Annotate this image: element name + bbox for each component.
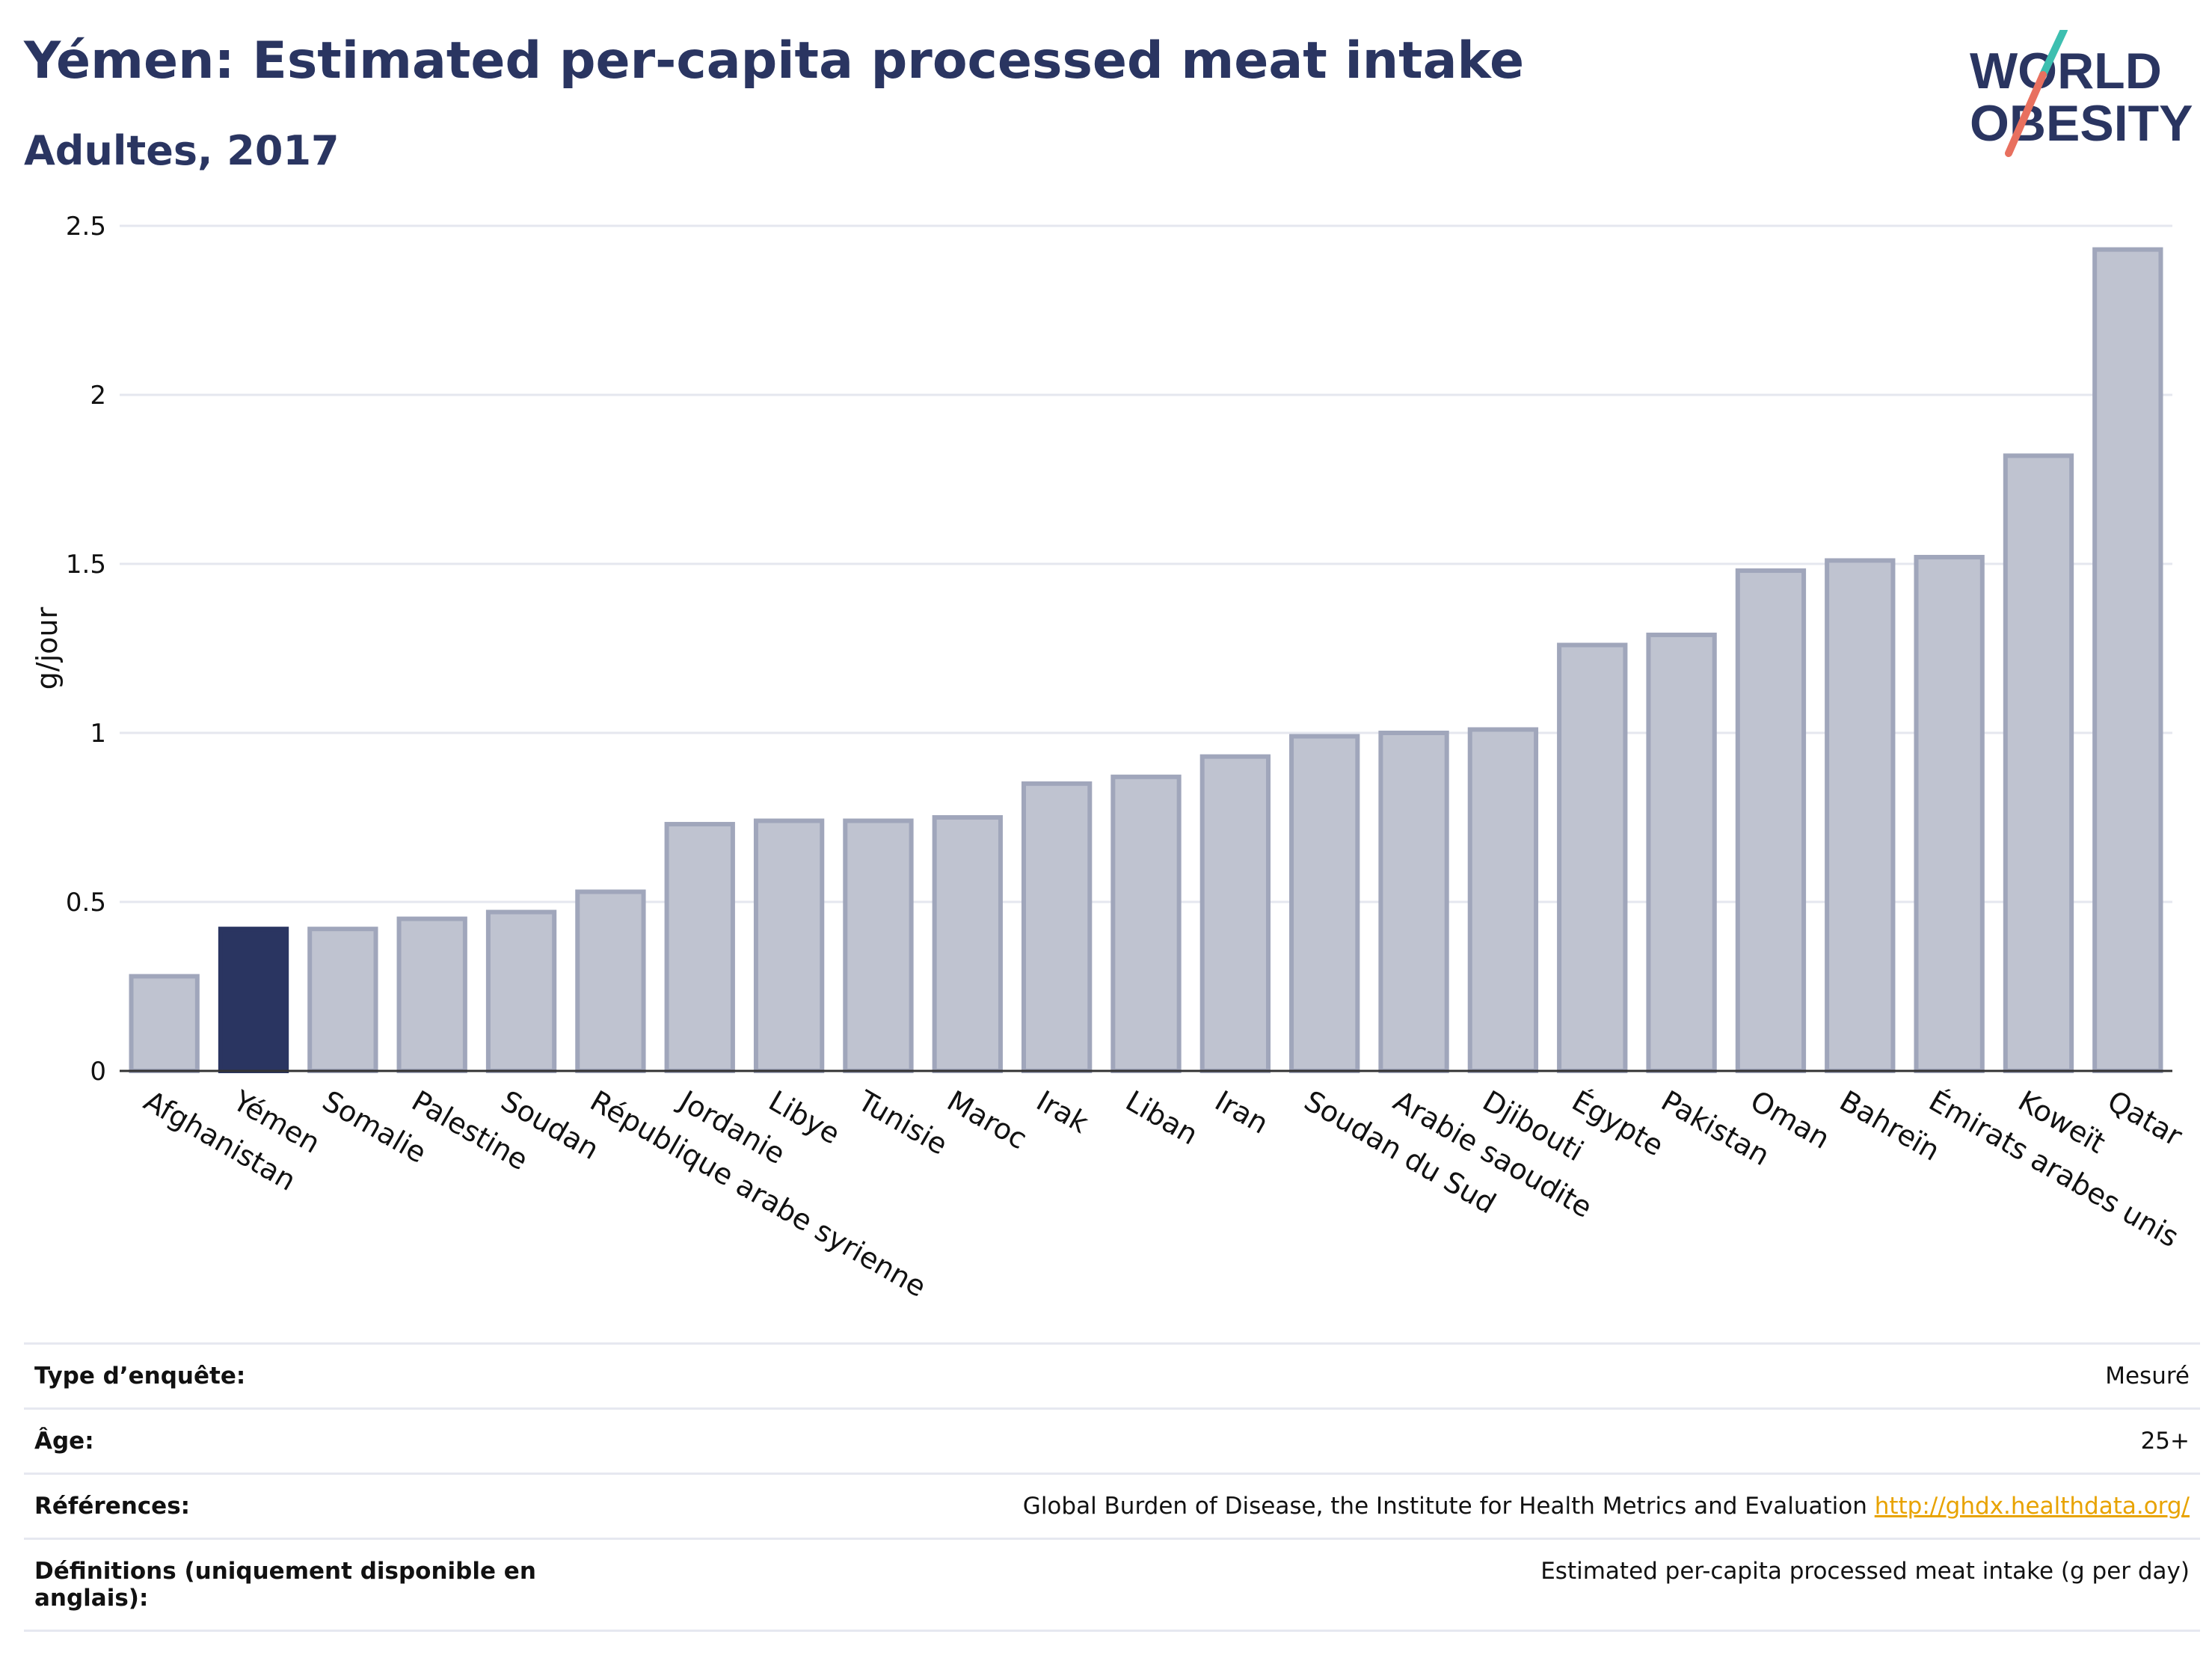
meta-row-survey-type: Type d’enquête: Mesuré bbox=[24, 1342, 2200, 1409]
bar-5 bbox=[575, 889, 646, 1073]
meta-value: Estimated per-capita processed meat inta… bbox=[553, 1538, 2200, 1632]
bar-11 bbox=[1110, 774, 1182, 1073]
meta-key: Type d’enquête: bbox=[24, 1342, 553, 1409]
meta-key: Références: bbox=[24, 1473, 553, 1539]
x-tick-label: Bahreïn bbox=[1834, 1084, 1946, 1167]
bar-8 bbox=[843, 818, 914, 1074]
svg-text:OBESITY: OBESITY bbox=[1970, 95, 2193, 152]
bar-chart: 00.511.522.5g/jourAfghanistanYémenSomali… bbox=[31, 212, 2188, 1304]
metadata-table: Type d’enquête: Mesuré Âge: 25+ Référenc… bbox=[24, 1342, 2200, 1632]
y-axis-label: g/jour bbox=[31, 607, 64, 690]
bar-12 bbox=[1199, 754, 1271, 1073]
bar-16 bbox=[1557, 642, 1628, 1073]
y-tick-label: 2 bbox=[90, 381, 106, 411]
bar-2 bbox=[307, 927, 378, 1074]
x-tick-label: Tunisie bbox=[852, 1084, 953, 1161]
y-tick-label: 1.5 bbox=[66, 550, 106, 580]
page-subtitle: Adultes, 2017 bbox=[24, 127, 340, 174]
meta-row-age: Âge: 25+ bbox=[24, 1407, 2200, 1474]
svg-text:WORLD: WORLD bbox=[1970, 43, 2162, 99]
bar-13 bbox=[1289, 734, 1360, 1074]
y-tick-label: 2.5 bbox=[66, 212, 106, 242]
bar-3 bbox=[396, 916, 467, 1073]
x-tick-label: Maroc bbox=[941, 1084, 1033, 1156]
bar-4 bbox=[485, 909, 557, 1074]
bar-1 bbox=[218, 927, 289, 1074]
bar-18 bbox=[1735, 568, 1807, 1073]
meta-row-definitions: Définitions (uniquement disponible en an… bbox=[24, 1538, 2200, 1632]
bar-7 bbox=[753, 818, 825, 1074]
x-tick-label: Qatar bbox=[2102, 1084, 2188, 1153]
page-title: Yémen: Estimated per-capita processed me… bbox=[24, 31, 1525, 90]
reference-text: Global Burden of Disease, the Institute … bbox=[1022, 1493, 1867, 1520]
bar-19 bbox=[1825, 558, 1896, 1073]
bar-6 bbox=[664, 822, 735, 1074]
bar-10 bbox=[1021, 781, 1093, 1074]
meta-row-references: Références: Global Burden of Disease, th… bbox=[24, 1473, 2200, 1539]
x-tick-label: Irak bbox=[1031, 1084, 1094, 1140]
meta-value: Mesuré bbox=[553, 1342, 2200, 1409]
x-tick-label: Liban bbox=[1120, 1084, 1203, 1152]
bar-22 bbox=[2092, 247, 2163, 1073]
bar-21 bbox=[2003, 453, 2074, 1073]
bar-17 bbox=[1646, 632, 1717, 1073]
y-tick-label: 1 bbox=[90, 719, 106, 749]
y-tick-label: 0.5 bbox=[66, 888, 106, 918]
y-tick-label: 0 bbox=[90, 1057, 106, 1087]
meta-key: Définitions (uniquement disponible en an… bbox=[24, 1538, 553, 1632]
bar-9 bbox=[932, 815, 1003, 1073]
bar-20 bbox=[1914, 554, 1985, 1073]
meta-value: Global Burden of Disease, the Institute … bbox=[553, 1473, 2200, 1539]
bar-15 bbox=[1467, 727, 1539, 1073]
x-tick-label: Iran bbox=[1209, 1084, 1274, 1140]
meta-value: 25+ bbox=[553, 1407, 2200, 1474]
bar-14 bbox=[1378, 731, 1449, 1073]
meta-key: Âge: bbox=[24, 1407, 553, 1474]
reference-link[interactable]: http://ghdx.healthdata.org/ bbox=[1874, 1493, 2190, 1520]
world-obesity-logo: WORLD OBESITY bbox=[1970, 30, 2193, 157]
bar-0 bbox=[129, 974, 200, 1073]
